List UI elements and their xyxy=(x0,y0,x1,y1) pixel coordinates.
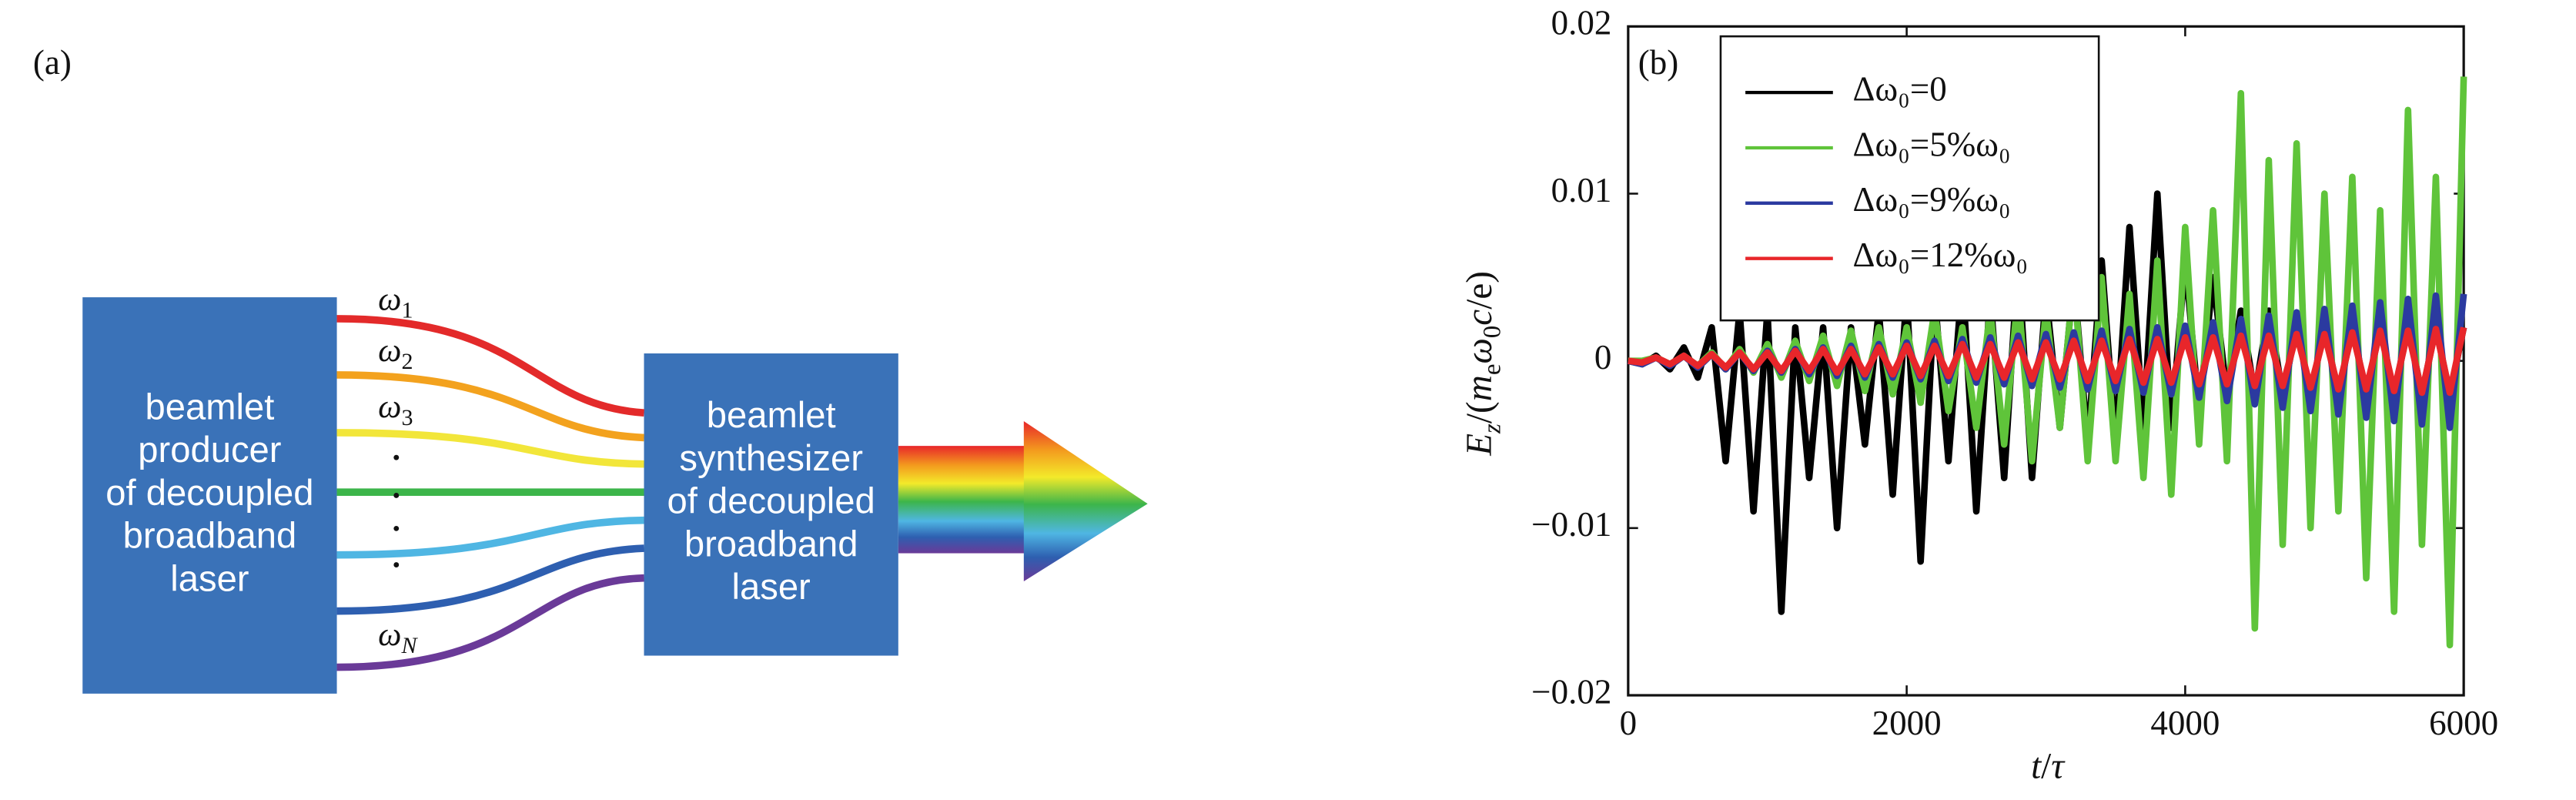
beamlet xyxy=(336,574,644,671)
label-part: 0 xyxy=(1478,326,1506,339)
beamlet xyxy=(336,429,644,468)
y-tick-label: 0.02 xyxy=(1551,4,1612,42)
label-part: ω xyxy=(378,617,401,653)
beamlet xyxy=(336,544,644,615)
label-part: /( xyxy=(1460,401,1500,423)
panel-label: (b) xyxy=(1638,43,1679,82)
legend-box xyxy=(1719,35,2100,322)
x-tick-label: 6000 xyxy=(2429,704,2498,742)
synthesizer-box xyxy=(644,353,898,656)
y-tick-label: 0 xyxy=(1594,338,1612,377)
beamlets xyxy=(336,315,644,671)
x-tick-label: 0 xyxy=(1620,704,1638,742)
label-part: ω xyxy=(378,333,401,369)
box-text: producer xyxy=(138,429,281,470)
label-part: E xyxy=(1460,433,1500,457)
box-text: of decoupled xyxy=(667,480,875,521)
beam-label: ω2 xyxy=(378,333,413,374)
label-part: / xyxy=(2041,746,2052,786)
legend-label: Δω₀=0 xyxy=(1853,69,1947,108)
label-part: e xyxy=(1478,364,1506,376)
box-text: broadband xyxy=(123,515,297,556)
label-part: ω xyxy=(1460,338,1500,363)
y-tick-label: −0.02 xyxy=(1531,672,1611,711)
box-text: beamlet xyxy=(145,386,274,427)
label-part: 3 xyxy=(401,405,413,430)
legend-label: Δω₀=5%ω₀ xyxy=(1853,125,2011,163)
beam-label: ω3 xyxy=(378,389,413,430)
label-part: 2 xyxy=(401,349,413,374)
beam-label: ω1 xyxy=(378,281,413,323)
ellipsis-dots xyxy=(393,454,400,567)
y-axis-label: Ez/(meω0c/e) xyxy=(1460,271,1506,457)
box-text: synthesizer xyxy=(679,437,863,478)
label-part: τ xyxy=(2051,746,2066,786)
box-text: beamlet xyxy=(707,394,836,435)
panel-label: (a) xyxy=(33,43,72,82)
legend-label: Δω₀=12%ω₀ xyxy=(1853,236,2029,274)
x-axis-label: t/τ xyxy=(2031,746,2066,786)
output-beam xyxy=(898,446,1028,554)
label-part: c xyxy=(1460,310,1500,326)
output-arrowhead xyxy=(1023,420,1148,582)
label-part: 1 xyxy=(401,297,413,323)
y-tick-label: −0.01 xyxy=(1531,505,1611,544)
box-text: of decoupled xyxy=(105,472,313,513)
label-part: m xyxy=(1460,375,1500,401)
x-tick-label: 2000 xyxy=(1872,704,1942,742)
label-part: N xyxy=(400,633,418,658)
label-part: t xyxy=(2031,746,2042,786)
producer-box xyxy=(82,297,337,694)
beamlet xyxy=(336,371,644,442)
y-tick-label: 0.01 xyxy=(1551,171,1612,209)
legend-label: Δω₀=9%ω₀ xyxy=(1853,180,2011,219)
label-part: ω xyxy=(378,389,401,425)
label-part: z xyxy=(1478,423,1506,434)
label-part: ω xyxy=(378,281,401,317)
beamlet xyxy=(336,315,644,417)
box-text: laser xyxy=(170,557,249,598)
label-part: /e) xyxy=(1460,271,1500,310)
box-text: laser xyxy=(732,566,811,607)
series-line xyxy=(1628,326,2467,397)
x-tick-label: 4000 xyxy=(2150,704,2220,742)
beam-label: ωN xyxy=(378,617,418,658)
beamlet xyxy=(336,516,644,559)
box-text: broadband xyxy=(684,523,858,564)
